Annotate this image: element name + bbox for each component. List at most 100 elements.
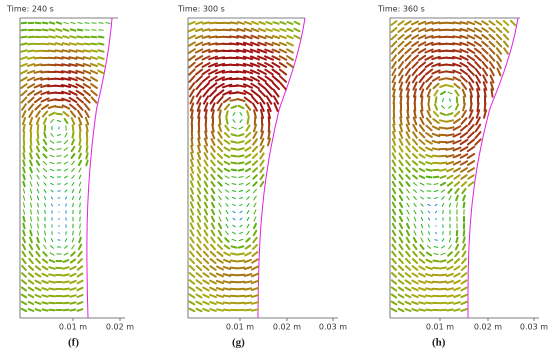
velocity-vector [189, 243, 195, 251]
velocity-vector [243, 41, 253, 47]
velocity-vector [232, 112, 236, 116]
velocity-vector [460, 286, 468, 292]
velocity-vector [20, 69, 28, 75]
velocity-vector [452, 132, 462, 138]
velocity-vector [392, 123, 396, 133]
velocity-vector [250, 287, 260, 291]
velocity-vector [75, 49, 85, 53]
velocity-vector [36, 195, 40, 201]
velocity-vector [418, 138, 426, 146]
velocity-vector [411, 54, 419, 62]
velocity-vector [272, 95, 280, 105]
velocity-vector [40, 90, 50, 96]
time-label: Time: 300 s [177, 5, 225, 14]
velocity-vector [61, 90, 71, 96]
velocity-vector [54, 70, 64, 74]
velocity-vector [202, 300, 210, 306]
velocity-vector [78, 152, 82, 160]
velocity-vector [232, 231, 236, 235]
velocity-vector [441, 105, 445, 109]
velocity-vector [446, 258, 454, 264]
velocity-vector [424, 48, 434, 54]
velocity-vector [36, 124, 40, 132]
velocity-vector [223, 103, 231, 111]
velocity-vector [27, 286, 35, 292]
velocity-vector [76, 286, 84, 292]
velocity-vector [63, 21, 69, 25]
velocity-vector [222, 280, 232, 284]
velocity-vector [210, 208, 216, 216]
velocity-vector [418, 153, 426, 159]
velocity-vector [411, 34, 419, 40]
velocity-vector [453, 174, 461, 180]
velocity-vector [189, 257, 195, 265]
velocity-vector [208, 62, 218, 68]
velocity-vector [404, 293, 412, 299]
velocity-vector [272, 88, 280, 98]
velocity-vector [391, 215, 397, 223]
velocity-vector [209, 272, 217, 278]
velocity-vector [189, 187, 195, 195]
velocity-vector [503, 40, 509, 48]
velocity-vector [445, 63, 455, 67]
velocity-vector [406, 222, 410, 230]
velocity-vector [188, 307, 196, 313]
velocity-vector [201, 41, 211, 47]
velocity-vector [83, 49, 91, 53]
velocity-vector [391, 229, 397, 237]
velocity-vector [33, 63, 43, 67]
velocity-vector [286, 41, 294, 47]
velocity-vector [398, 202, 404, 208]
velocity-vector [21, 116, 27, 126]
velocity-vector [90, 89, 98, 97]
velocity-vector [271, 75, 281, 83]
velocity-vector [202, 286, 210, 292]
velocity-vector [271, 41, 281, 47]
velocity-vector [204, 123, 208, 133]
velocity-vector [194, 48, 204, 54]
velocity-vector [49, 161, 55, 165]
velocity-vector [62, 280, 70, 284]
velocity-vector [215, 287, 225, 291]
velocity-vector [399, 88, 403, 98]
velocity-vector [418, 287, 426, 291]
velocity-vector [473, 34, 483, 40]
velocity-vector [391, 152, 397, 160]
velocity-vector [265, 95, 273, 105]
velocity-vector [229, 98, 239, 102]
velocity-vector [242, 55, 254, 61]
velocity-vector [419, 81, 425, 91]
velocity-vector [454, 243, 460, 251]
velocity-vector [432, 118, 440, 124]
velocity-vector [195, 272, 203, 278]
velocity-vector [406, 216, 410, 222]
velocity-vector [196, 236, 202, 244]
velocity-vector [460, 181, 468, 187]
velocity-vector [425, 124, 433, 132]
velocity-vector [420, 217, 424, 221]
velocity-vector [459, 153, 469, 159]
velocity-vector [238, 126, 244, 130]
velocity-vector [454, 89, 460, 97]
velocity-vector [461, 243, 467, 251]
velocity-vector [48, 287, 56, 291]
velocity-vector [397, 300, 405, 306]
velocity-vector [392, 95, 396, 105]
velocity-vector [426, 88, 432, 98]
velocity-vector [209, 308, 217, 312]
velocity-vector [217, 181, 223, 187]
velocity-vector [434, 232, 438, 234]
velocity-vector [69, 110, 77, 118]
velocity-vector [503, 47, 509, 55]
velocity-vector [54, 49, 64, 53]
velocity-vector [398, 195, 404, 201]
velocity-vector [194, 41, 204, 47]
velocity-vector [427, 245, 431, 249]
velocity-vector [235, 77, 247, 81]
velocity-vector [405, 159, 411, 167]
velocity-vector [63, 139, 69, 145]
velocity-vector [424, 61, 434, 69]
velocity-vector [237, 147, 245, 151]
velocity-vector [244, 131, 252, 139]
velocity-vector [406, 116, 410, 126]
